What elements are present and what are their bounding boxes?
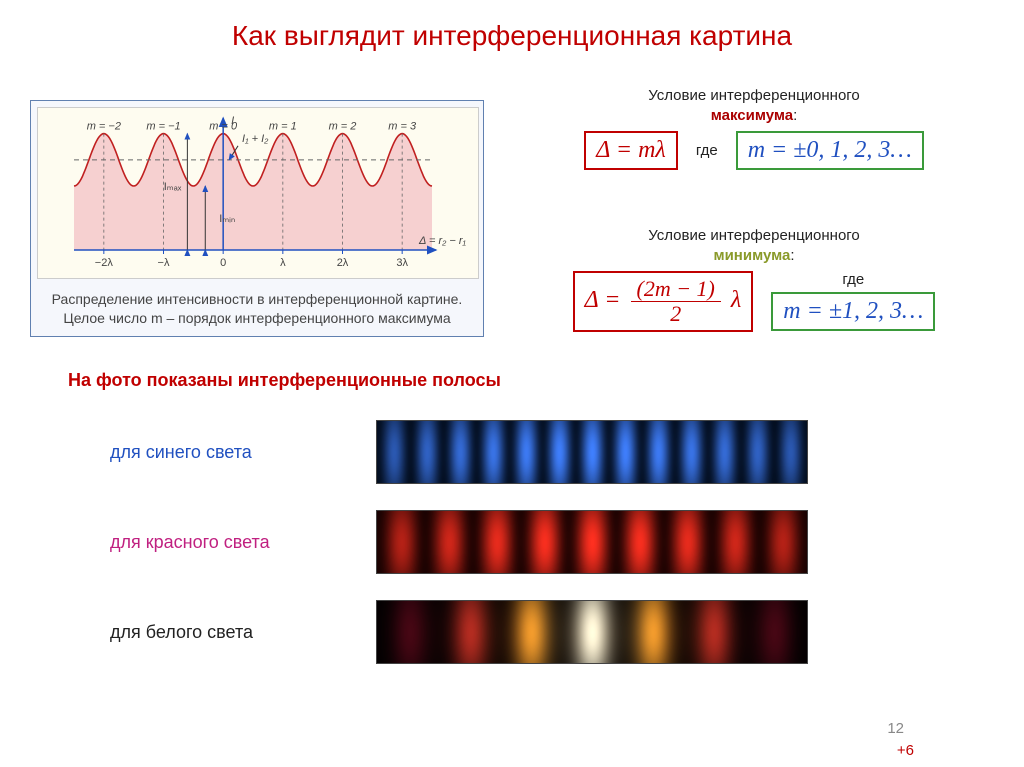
blue-light-label: для синего света bbox=[110, 442, 340, 463]
minimum-condition: Условие интерференционного минимума: Δ =… bbox=[514, 226, 994, 332]
svg-text:Iₘₐₓ: Iₘₐₓ bbox=[164, 181, 182, 193]
svg-text:−2λ: −2λ bbox=[95, 257, 114, 269]
svg-text:m = 1: m = 1 bbox=[269, 121, 297, 133]
maximum-formula: Δ = mλ bbox=[584, 131, 678, 170]
svg-text:I₁ + I₂: I₁ + I₂ bbox=[242, 133, 269, 145]
fringe-row-blue: для синего света bbox=[110, 420, 808, 484]
minimum-m-values: m = ±1, 2, 3… bbox=[771, 292, 935, 331]
white-fringe-strip bbox=[376, 600, 808, 664]
maximum-label: Условие интерференционного максимума: bbox=[514, 86, 994, 125]
svg-text:3λ: 3λ bbox=[396, 257, 408, 269]
minimum-label: Условие интерференционного минимума: bbox=[514, 226, 994, 265]
fringes-header: На фото показаны интерференционные полос… bbox=[68, 370, 501, 391]
minimum-formula: Δ = (2m − 1)2 λ bbox=[573, 271, 754, 332]
fringe-row-white: для белого света bbox=[110, 600, 808, 664]
svg-text:m = −1: m = −1 bbox=[146, 121, 180, 133]
maximum-m-values: m = ±0, 1, 2, 3… bbox=[736, 131, 924, 170]
svg-text:−λ: −λ bbox=[158, 257, 170, 269]
maximum-condition: Условие интерференционного максимума: Δ … bbox=[514, 86, 994, 170]
svg-text:Iₘᵢₙ: Iₘᵢₙ bbox=[219, 213, 235, 225]
svg-text:λ: λ bbox=[280, 257, 286, 269]
intensity-caption: Распределение интенсивности в интерферен… bbox=[37, 284, 477, 330]
blue-fringe-strip bbox=[376, 420, 808, 484]
svg-text:2λ: 2λ bbox=[337, 257, 349, 269]
page-title: Как выглядит интерференционная картина bbox=[0, 20, 1024, 52]
intensity-graph: −2λ−λ0λ2λ3λm = −2m = −1m = 0m = 1m = 2m … bbox=[37, 107, 479, 279]
where-label: где bbox=[696, 142, 718, 159]
page-number: 12 bbox=[887, 720, 904, 737]
page-sub: +6 bbox=[897, 742, 914, 759]
white-light-label: для белого света bbox=[110, 622, 340, 643]
svg-text:m = 2: m = 2 bbox=[329, 121, 357, 133]
svg-text:0: 0 bbox=[220, 257, 226, 269]
svg-text:m = 3: m = 3 bbox=[388, 121, 417, 133]
intensity-figure: −2λ−λ0λ2λ3λm = −2m = −1m = 0m = 1m = 2m … bbox=[30, 100, 484, 337]
fringe-row-red: для красного света bbox=[110, 510, 808, 574]
red-fringe-strip bbox=[376, 510, 808, 574]
svg-text:Δ = r₂ − r₁: Δ = r₂ − r₁ bbox=[418, 235, 467, 247]
red-light-label: для красного света bbox=[110, 532, 340, 553]
svg-text:I: I bbox=[231, 115, 234, 127]
where-label-2: где bbox=[842, 271, 864, 288]
svg-text:m = −2: m = −2 bbox=[87, 121, 121, 133]
